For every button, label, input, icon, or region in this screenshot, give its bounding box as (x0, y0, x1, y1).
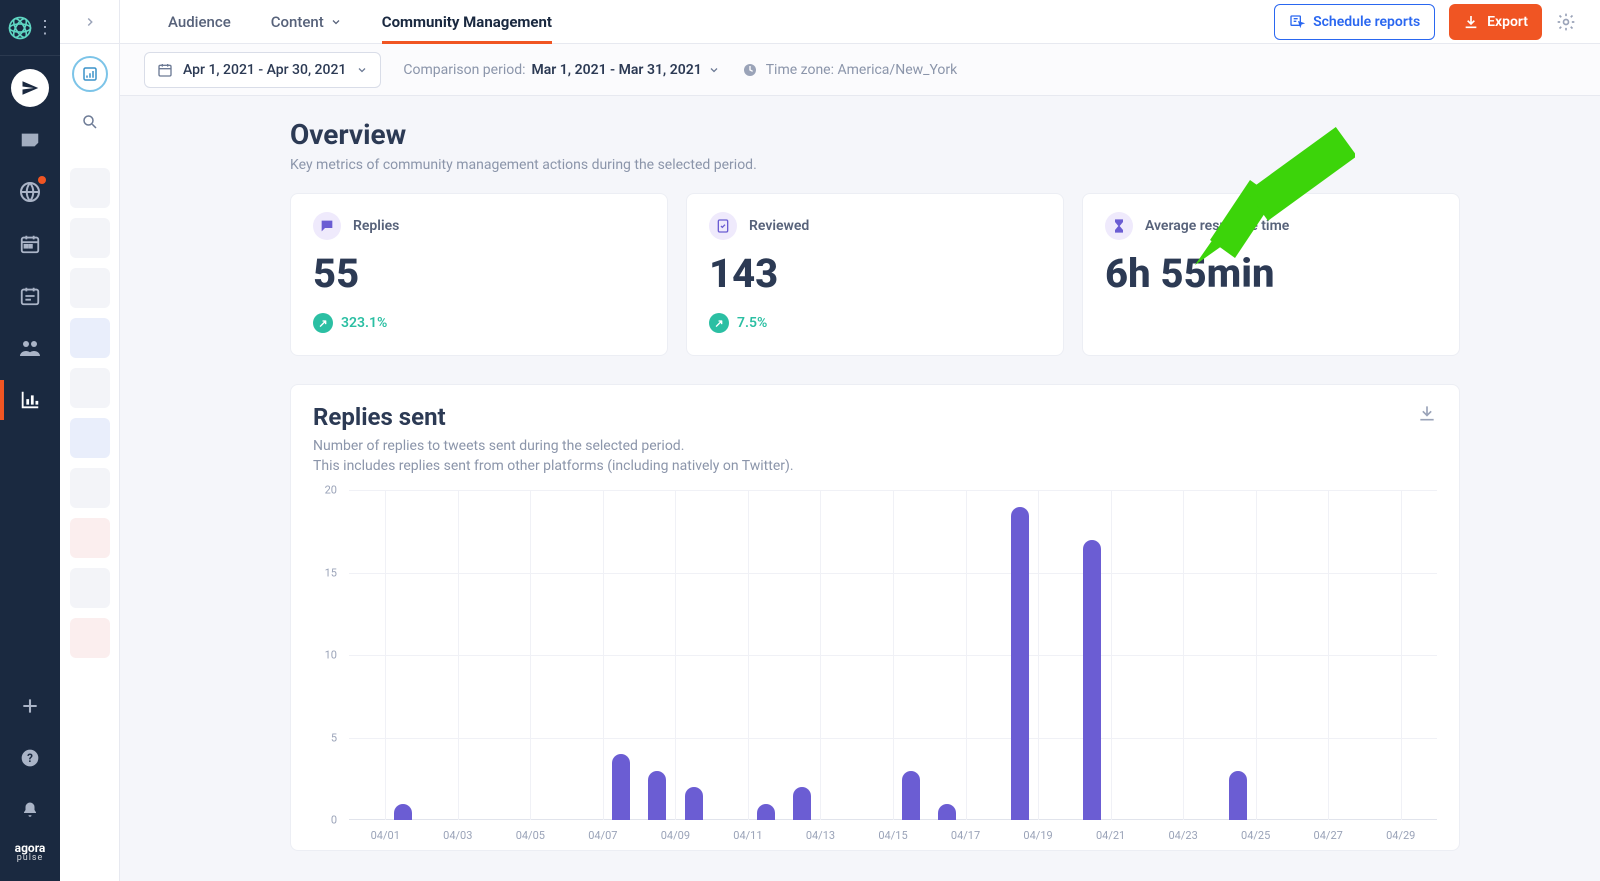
card-label: Reviewed (749, 218, 809, 234)
chart-bar (685, 787, 703, 820)
workspace-logo[interactable]: ⋮ (0, 0, 60, 56)
card-delta: ↗323.1% (313, 313, 645, 333)
card-value: 6h 55min (1105, 250, 1437, 297)
card-delta: ↗7.5% (709, 313, 1041, 333)
comparison-period[interactable]: Comparison period: Mar 1, 2021 - Mar 31,… (403, 62, 719, 78)
nav-reports[interactable] (0, 374, 60, 426)
overview-section: Overview Key metrics of community manage… (290, 118, 1460, 356)
card-label: Replies (353, 218, 399, 234)
chart-bar (612, 754, 630, 820)
secondary-rail (60, 0, 120, 881)
chart-bar (938, 804, 956, 821)
chart-bar (1011, 507, 1029, 821)
top-tabs-bar: Audience Content Community Management Sc… (120, 0, 1600, 44)
chart-bar (394, 804, 412, 821)
tab-content[interactable]: Content (271, 0, 342, 43)
date-range-picker[interactable]: Apr 1, 2021 - Apr 30, 2021 (144, 52, 381, 88)
timezone-display: Time zone: America/New_York (742, 62, 958, 78)
chart-bar (902, 771, 920, 821)
card-avg-response: Average response time 6h 55min (1082, 193, 1460, 356)
chart-bar (648, 771, 666, 821)
export-button[interactable]: Export (1449, 4, 1542, 40)
overview-subtitle: Key metrics of community management acti… (290, 157, 1460, 173)
rail-account-list (70, 168, 110, 658)
rail-search-icon[interactable] (72, 104, 108, 140)
panel-title: Replies sent (313, 403, 794, 431)
nav-team[interactable] (0, 322, 60, 374)
chart-bar (1229, 771, 1247, 821)
nav-help[interactable]: ? (0, 732, 60, 784)
panel-subtitle: Number of replies to tweets sent during … (313, 437, 794, 476)
chart-bar (793, 787, 811, 820)
chart-bar (757, 804, 775, 821)
brand-logo: agorapulse (15, 836, 46, 873)
schedule-reports-button[interactable]: Schedule reports (1274, 4, 1435, 40)
nav-add[interactable] (0, 680, 60, 732)
primary-sidebar: ⋮ ? agorapulse (0, 0, 60, 881)
card-replies: Replies 55 ↗323.1% (290, 193, 668, 356)
svg-text:?: ? (27, 751, 33, 765)
nav-schedule[interactable] (0, 270, 60, 322)
card-value: 55 (313, 250, 645, 297)
settings-icon[interactable] (1556, 12, 1576, 32)
nav-inbox[interactable] (0, 114, 60, 166)
nav-notifications[interactable] (0, 784, 60, 836)
nav-publish[interactable] (0, 62, 60, 114)
filter-bar: Apr 1, 2021 - Apr 30, 2021 Comparison pe… (120, 44, 1600, 96)
card-reviewed: Reviewed 143 ↗7.5% (686, 193, 1064, 356)
rail-reports-icon[interactable] (72, 56, 108, 92)
card-value: 143 (709, 250, 1041, 297)
chart-bar (1083, 540, 1101, 821)
download-chart-icon[interactable] (1417, 403, 1437, 423)
tab-community-management[interactable]: Community Management (382, 0, 552, 43)
main-content: Overview Key metrics of community manage… (120, 96, 1600, 881)
replies-icon (313, 212, 341, 240)
replies-sent-panel: Replies sent Number of replies to tweets… (290, 384, 1460, 851)
tab-audience[interactable]: Audience (168, 0, 231, 43)
card-label: Average response time (1145, 218, 1289, 234)
rail-expand-toggle[interactable] (60, 0, 120, 44)
hourglass-icon (1105, 212, 1133, 240)
nav-calendar[interactable] (0, 218, 60, 270)
replies-bar-chart: 05101520 04/0104/0304/0504/0704/0904/110… (313, 490, 1437, 850)
nav-listening[interactable] (0, 166, 60, 218)
reviewed-icon (709, 212, 737, 240)
overview-title: Overview (290, 118, 1460, 151)
